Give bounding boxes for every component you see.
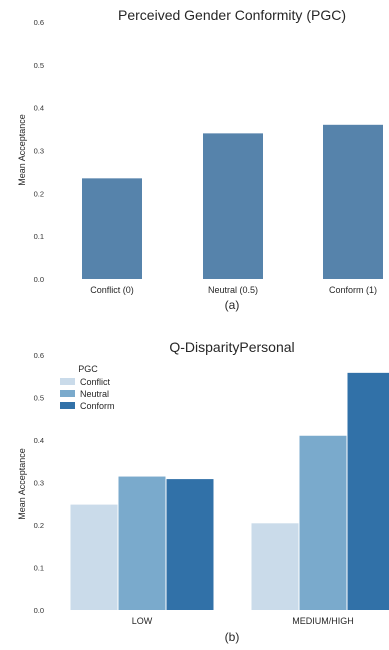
chart-a-ytick-label: 0.2 — [34, 189, 44, 198]
legend-entry: Conflict — [80, 377, 111, 387]
chart-b-bar — [118, 476, 166, 610]
chart-b-bars — [70, 372, 389, 610]
chart-b-bar — [70, 504, 118, 610]
chart-b-bar — [166, 479, 214, 610]
chart-b-panel-label: (b) — [225, 630, 240, 644]
chart-a-ytick-label: 0.0 — [34, 275, 44, 284]
chart-a-ylabel: Mean Acceptance — [17, 114, 27, 186]
chart-b-ytick-label: 0.2 — [34, 521, 44, 530]
chart-b-xtick-label: LOW — [132, 616, 153, 626]
legend-swatch — [60, 402, 75, 409]
chart-b-ytick-label: 0.3 — [34, 479, 44, 488]
chart-b-ytick-label: 0.6 — [34, 351, 44, 360]
chart-a-bars — [82, 124, 383, 279]
chart-b-xtick-label: MEDIUM/HIGH — [292, 616, 354, 626]
chart-a-xtick-label: Conform (1) — [329, 285, 377, 295]
chart-a-xtick-label: Neutral (0.5) — [208, 285, 258, 295]
chart-a-yticks: 0.0 0.1 0.2 0.3 0.4 0.5 0.6 — [34, 18, 44, 284]
chart-b-xticks: LOW MEDIUM/HIGH — [132, 616, 354, 626]
chart-a-ytick-label: 0.6 — [34, 18, 44, 27]
chart-a-ytick-label: 0.1 — [34, 232, 44, 241]
chart-b-legend: PGC Conflict Neutral Conform — [60, 364, 115, 411]
chart-a-xticks: Conflict (0) Neutral (0.5) Conform (1) — [90, 285, 377, 295]
chart-b-ytick-label: 0.5 — [34, 394, 44, 403]
chart-a-panel-label: (a) — [225, 298, 240, 312]
chart-b-title: Q-DisparityPersonal — [169, 339, 294, 355]
chart-a-ytick-label: 0.3 — [34, 147, 44, 156]
legend-swatch — [60, 378, 75, 385]
chart-b: Q-DisparityPersonal Mean Acceptance 0.00… — [17, 339, 389, 644]
chart-b-bar — [299, 435, 347, 610]
chart-a-ytick-label: 0.5 — [34, 61, 44, 70]
legend-title: PGC — [78, 364, 98, 374]
chart-b-bar — [251, 523, 299, 610]
chart-b-bar — [347, 372, 389, 610]
chart-a-title: Perceived Gender Conformity (PGC) — [118, 7, 346, 23]
chart-b-yticks: 0.0 0.1 0.2 0.3 0.4 0.5 0.6 — [34, 351, 44, 615]
legend-entry: Neutral — [80, 389, 109, 399]
chart-b-ytick-label: 0.4 — [34, 436, 44, 445]
chart-a-ytick-label: 0.4 — [34, 104, 44, 113]
chart-a-xtick-label: Conflict (0) — [90, 285, 134, 295]
chart-a-bar — [323, 124, 383, 279]
legend-swatch — [60, 390, 75, 397]
chart-b-ytick-label: 0.1 — [34, 564, 44, 573]
chart-a-bar — [82, 178, 142, 279]
chart-a-bar — [203, 133, 263, 279]
chart-b-ytick-label: 0.0 — [34, 606, 44, 615]
legend-entry: Conform — [80, 401, 115, 411]
chart-b-ylabel: Mean Acceptance — [17, 448, 27, 520]
chart-a: Perceived Gender Conformity (PGC) Mean A… — [17, 7, 383, 312]
